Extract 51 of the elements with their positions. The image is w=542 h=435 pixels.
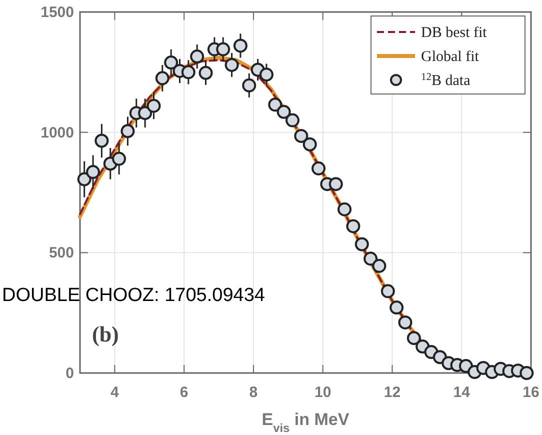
y-tick-label: 0 [66, 365, 74, 382]
point [276, 104, 291, 119]
x-tick-label: 12 [384, 384, 401, 401]
point [181, 65, 196, 80]
annotation: (b) [92, 322, 119, 347]
point [380, 284, 395, 298]
point [372, 258, 386, 273]
point [138, 106, 152, 120]
annotation: DOUBLE CHOOZ: 1705.09434 [2, 284, 266, 306]
point [224, 58, 239, 72]
point [302, 137, 317, 152]
point [242, 78, 256, 92]
point [86, 165, 100, 180]
point [190, 50, 204, 64]
x-tick-label: 14 [453, 384, 471, 401]
y-tick-label: 1000 [40, 124, 74, 142]
y-tick-label: 1500 [40, 4, 74, 21]
point [155, 71, 170, 86]
point [216, 42, 230, 56]
point [406, 331, 421, 346]
point [398, 315, 412, 330]
point [233, 38, 248, 53]
point [354, 237, 369, 252]
point [312, 161, 326, 176]
x-tick-label: 8 [249, 384, 258, 401]
x-axis-title: E$_{vis}$ in MeV [262, 410, 350, 435]
legend-label: Global fit [421, 49, 480, 65]
point [164, 56, 178, 70]
point [346, 219, 360, 234]
point [146, 98, 161, 113]
point [285, 113, 300, 128]
point [520, 366, 534, 380]
y-tick-label: 500 [48, 244, 74, 262]
point [94, 134, 109, 148]
legend-label: DB best fit [421, 25, 488, 41]
point [268, 98, 282, 112]
legend-label: $^{12}$B data [421, 72, 471, 89]
x-tick-label: 10 [314, 384, 332, 401]
point [338, 202, 352, 216]
point [77, 172, 92, 186]
point [120, 124, 135, 138]
x-tick-label: 16 [522, 384, 540, 401]
point [259, 68, 274, 82]
point [390, 300, 404, 315]
point [198, 66, 213, 80]
point [364, 252, 378, 266]
point [294, 128, 308, 143]
x-tick-label: 4 [110, 384, 120, 401]
point [328, 177, 343, 192]
x-tick-label: 6 [180, 384, 188, 401]
point [112, 152, 126, 166]
